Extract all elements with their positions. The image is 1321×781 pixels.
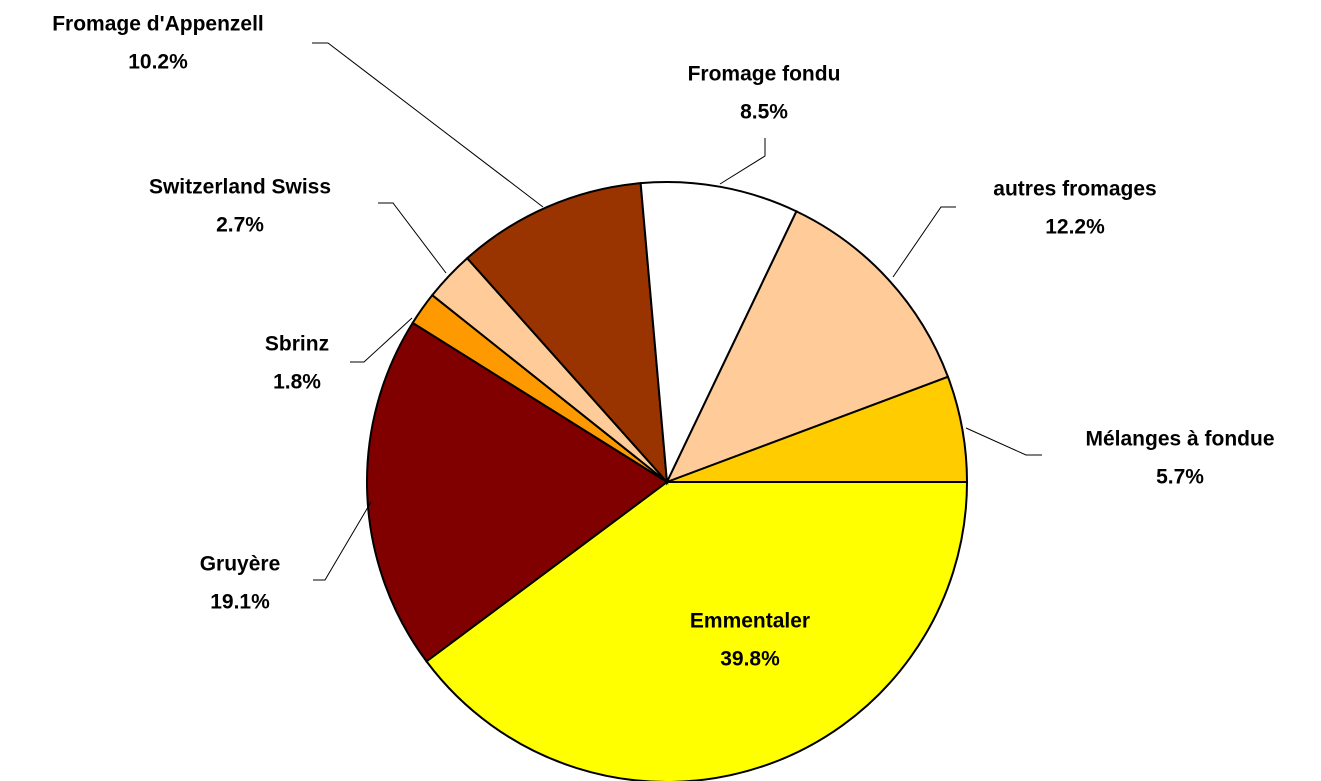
leader-line [965, 427, 1042, 456]
slice-value-label: 2.7% [216, 214, 264, 237]
slice-label: Fromage d'Appenzell [52, 13, 264, 36]
slice-label: Switzerland Swiss [149, 176, 331, 199]
slice-label: Mélanges à fondue [1085, 428, 1274, 451]
slice-label: Emmentaler [690, 610, 810, 633]
leader-line [350, 317, 413, 363]
slice-value-label: 19.1% [210, 591, 270, 614]
leader-line [312, 42, 544, 208]
pie-slice [366, 321, 669, 663]
slice-value-label: 10.2% [128, 51, 188, 74]
leader-line [892, 206, 956, 278]
slice-value-label: 1.8% [273, 371, 321, 394]
pie-slice [666, 375, 969, 483]
pie-slice [425, 481, 969, 781]
slice-label: Gruyère [200, 553, 281, 576]
slice-label: Fromage fondu [688, 63, 841, 86]
pie-slice [639, 181, 798, 486]
slice-label: autres fromages [993, 178, 1156, 201]
slice-label: Sbrinz [265, 333, 329, 356]
leader-line [313, 501, 372, 581]
pie-slice [665, 210, 950, 484]
slice-value-label: 5.7% [1156, 466, 1204, 489]
pie-slice [465, 182, 669, 485]
slice-value-label: 12.2% [1045, 216, 1105, 239]
slice-value-label: 39.8% [720, 648, 780, 671]
slice-value-label: 8.5% [740, 101, 788, 124]
leader-line [378, 202, 447, 274]
leader-line [719, 138, 766, 185]
